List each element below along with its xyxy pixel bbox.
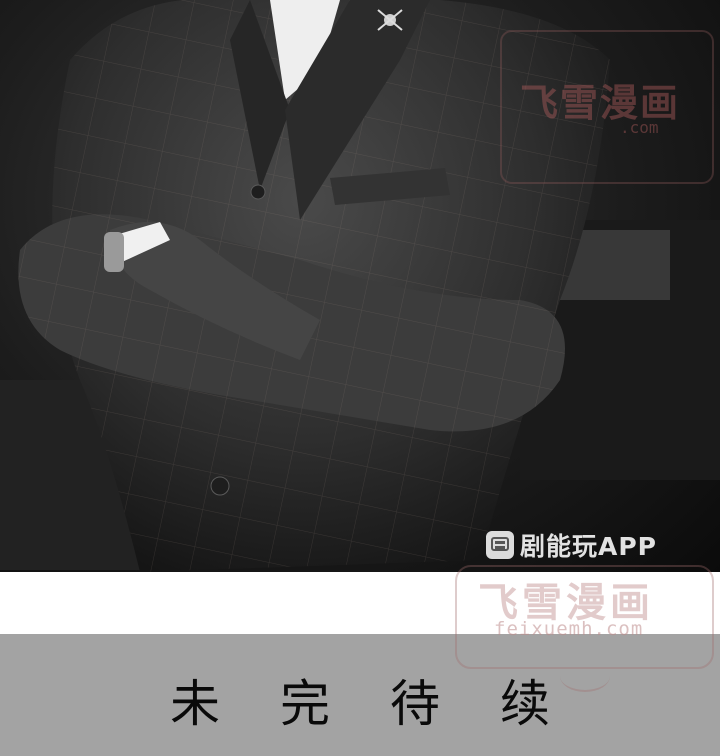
photo-man-in-suit: [0, 0, 720, 572]
caption-char-3: 待: [390, 675, 440, 733]
watermark-ornament: [560, 660, 610, 692]
watermark-url-bottom: feixuemh.com: [494, 618, 644, 640]
watermark-title-bottom: 飞雪漫画: [478, 580, 654, 626]
watermark-url-top: .com: [620, 118, 659, 137]
suit-illustration: [0, 0, 720, 572]
caption-char-2: 完: [280, 675, 330, 733]
watermark-title-top: 飞雪漫画: [520, 81, 681, 125]
caption-char-4: 续: [500, 675, 550, 733]
app-badge-label: 剧能玩APP: [520, 532, 657, 561]
app-badge: 剧能玩APP: [486, 528, 657, 562]
to-be-continued-caption: 未 完 待 续: [0, 660, 720, 740]
white-band: [0, 572, 720, 634]
app-badge-icon: [486, 531, 514, 559]
caption-band: [0, 634, 720, 756]
caption-char-1: 未: [170, 675, 220, 733]
watermark-frame-top: [500, 30, 714, 184]
